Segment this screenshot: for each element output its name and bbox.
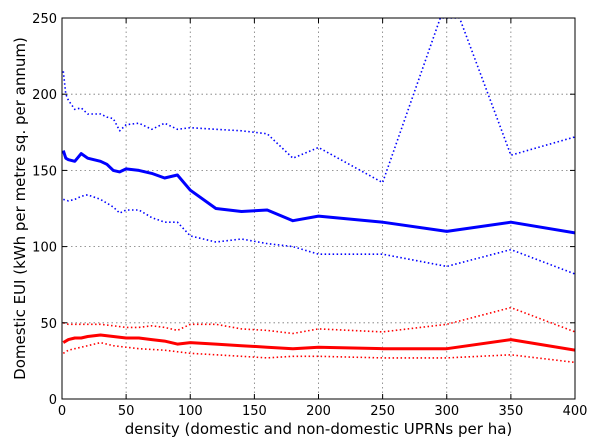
series-line-blue-median xyxy=(62,150,575,235)
x-tick-label: 350 xyxy=(498,404,523,419)
plot-series xyxy=(62,18,575,364)
y-tick-label: 150 xyxy=(32,164,57,179)
x-tick-label: 200 xyxy=(306,404,331,419)
x-tick-label: 0 xyxy=(58,404,66,419)
y-axis-title: Domestic EUI (kWh per metre sq. per annu… xyxy=(11,37,29,380)
series-line-blue-upper xyxy=(62,18,575,184)
series-line-blue-lower xyxy=(63,194,575,275)
axis-ticks: 0 50 100 150 200 250 300 350 400 0 50 100 150 200 250 xyxy=(32,12,587,419)
series-line-red-median xyxy=(62,333,575,352)
series-line-red-upper xyxy=(63,306,575,335)
y-tick-label: 250 xyxy=(32,12,57,27)
y-tick-label: 0 xyxy=(49,393,57,408)
x-tick-label: 300 xyxy=(434,404,459,419)
y-tick-label: 200 xyxy=(32,88,57,103)
grid xyxy=(62,18,575,399)
y-tick-label: 50 xyxy=(40,317,57,332)
x-tick-label: 50 xyxy=(118,404,135,419)
x-tick-label: 250 xyxy=(370,404,395,419)
x-tick-label: 100 xyxy=(178,404,203,419)
x-axis-title: density (domestic and non-domestic UPRNs… xyxy=(125,420,513,438)
x-tick-label: 400 xyxy=(563,404,588,419)
x-tick-label: 150 xyxy=(242,404,267,419)
series-line-red-lower xyxy=(62,341,575,364)
y-tick-label: 100 xyxy=(32,241,57,256)
